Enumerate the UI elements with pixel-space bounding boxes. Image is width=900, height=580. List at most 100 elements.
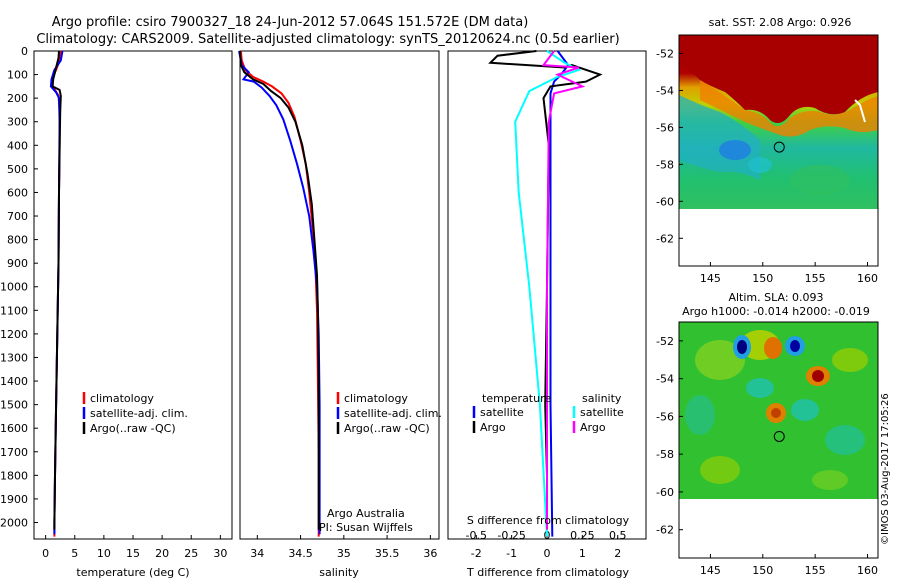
sla-map-title: Altim. SLA: 0.093 xyxy=(728,291,823,304)
series-line-argo-raw-qc- xyxy=(239,50,320,530)
temperature-panel: 0100200300400500600700800900100011001200… xyxy=(0,45,233,579)
salinity-x-label: salinity xyxy=(319,566,359,579)
map-x-tick-label: 150 xyxy=(752,272,773,285)
x2-tick-label: 0.25 xyxy=(570,529,595,542)
y-tick-label: 1400 xyxy=(0,375,28,388)
x2-tick-label: -0.25 xyxy=(497,529,525,542)
map-y-tick-label: -52 xyxy=(656,47,674,60)
map-y-tick-label: -58 xyxy=(656,448,674,461)
sst-map-title: sat. SST: 2.08 Argo: 0.926 xyxy=(709,16,852,29)
sst-map-ticks: 145 150 155 160 -52 -54 -56 -58 -60 -62 xyxy=(656,47,878,285)
legend-label-climatology: climatology xyxy=(90,392,154,405)
y-tick-label: 400 xyxy=(7,139,28,152)
y-tick-label: 600 xyxy=(7,186,28,199)
x-tick-label: 5 xyxy=(71,547,78,560)
y-tick-label: 300 xyxy=(7,116,28,129)
map-x-tick-label: 145 xyxy=(700,272,721,285)
salinity-panel: 34 34.5 35 35.5 36 salinity climatology sate… xyxy=(238,50,442,579)
map-y-tick-label: -54 xyxy=(656,84,674,97)
sla-map-box xyxy=(678,321,879,559)
y-tick-label: 1000 xyxy=(0,281,28,294)
sst-map: sat. SST: 2.08 Argo: 0.926 145 150 155 160 -… xyxy=(656,16,879,285)
series-line-satellite-adj-clim- xyxy=(238,50,321,535)
map-y-tick-label: -62 xyxy=(656,232,674,245)
map-y-tick-label: -52 xyxy=(656,335,674,348)
difference-s-label: S difference from climatology xyxy=(467,514,630,527)
y-tick-label: 1300 xyxy=(0,351,28,364)
map-x-tick-label: 155 xyxy=(805,564,826,577)
salinity-legend: climatology satellite-adj. clim. Argo(..… xyxy=(336,392,442,435)
sst-map-box xyxy=(678,34,879,267)
difference-x-ticks: -2 -1 0 1 2 xyxy=(471,535,621,560)
sst-map-nodata xyxy=(679,209,878,266)
annotation-argo-australia: Argo Australia xyxy=(327,507,405,520)
y-tick-label: 100 xyxy=(7,69,28,82)
legend-label-argo: Argo(..raw -QC) xyxy=(344,422,430,435)
x2-tick-label: 0.5 xyxy=(609,529,627,542)
difference-series xyxy=(488,50,603,537)
map-x-tick-label: 150 xyxy=(752,564,773,577)
map-y-tick-label: -62 xyxy=(656,524,674,537)
y-tick-label: 1700 xyxy=(0,446,28,459)
map-y-tick-label: -54 xyxy=(656,373,674,386)
temperature-series xyxy=(49,50,64,537)
y-tick-label: 700 xyxy=(7,210,28,223)
series-line-climatology xyxy=(239,50,320,537)
y-tick-label: 1900 xyxy=(0,493,28,506)
y-tick-label: 0 xyxy=(21,45,28,58)
series-line-salinity-argo xyxy=(541,50,586,530)
legend-label-t-argo: Argo xyxy=(480,421,506,434)
legend-label-s-satellite: satellite xyxy=(580,406,624,419)
difference-t-label: T difference from climatology xyxy=(466,566,629,579)
difference-panel: -2 -1 0 1 2 -0.5 -0.25 0 0.25 0.5 S difference f… xyxy=(447,50,647,579)
header-title-line2: Climatology: CARS2009. Satellite-adjuste… xyxy=(36,32,619,47)
sla-map-field xyxy=(679,322,878,499)
difference-legend-salinity: salinity satellite Argo xyxy=(572,392,624,434)
salinity-axes-box xyxy=(239,50,440,540)
y-tick-label: 1500 xyxy=(0,399,28,412)
legend-label-t-satellite: satellite xyxy=(480,406,524,419)
series-line-temperature-satellite xyxy=(549,50,570,537)
legend-label-satellite: satellite-adj. clim. xyxy=(90,407,188,420)
legend-title-salinity: salinity xyxy=(582,392,622,405)
y-tick-label: 1100 xyxy=(0,304,28,317)
series-line-argo-raw-qc- xyxy=(51,50,62,530)
x-tick-label: 25 xyxy=(184,547,198,560)
sla-map: Altim. SLA: 0.093 Argo h1000: -0.014 h20… xyxy=(656,291,879,577)
argo-position-marker xyxy=(773,141,785,153)
x-tick-label: 10 xyxy=(97,547,111,560)
header-title-line1: Argo profile: csiro 7900327_18 24-Jun-20… xyxy=(52,15,529,30)
x-tick-label: 35.5 xyxy=(375,547,400,560)
y-tick-label: 500 xyxy=(7,163,28,176)
y-tick-label: 1600 xyxy=(0,422,28,435)
temperature-y-ticks: 0 100 200 300 400 500 600 700 800 900 1000 1100 1200… xyxy=(0,45,38,529)
y-tick-label: 1200 xyxy=(0,328,28,341)
x-tick-label: 1 xyxy=(579,547,586,560)
map-x-tick-label: 145 xyxy=(700,564,721,577)
salinity-x-ticks: 34 34.5 35 35.5 36 xyxy=(250,535,437,560)
temperature-axes-box xyxy=(33,50,233,540)
legend-title-temperature: temperature xyxy=(482,392,551,405)
x-tick-label: 20 xyxy=(155,547,169,560)
sst-map-field xyxy=(679,35,878,209)
map-y-tick-label: -60 xyxy=(656,195,674,208)
x-tick-label: 15 xyxy=(126,547,140,560)
map-x-tick-label: 160 xyxy=(857,564,878,577)
legend-label-climatology: climatology xyxy=(344,392,408,405)
x2-tick-label: -0.5 xyxy=(466,529,487,542)
x-tick-label: -2 xyxy=(471,547,482,560)
y-tick-label: 200 xyxy=(7,92,28,105)
sla-map-ticks: 145 150 155 160 -52 -54 -56 -58 -60 -62 xyxy=(656,335,878,577)
x-tick-label: 2 xyxy=(614,547,621,560)
argo-position-marker xyxy=(773,430,785,442)
y-tick-label: 900 xyxy=(7,257,28,270)
x-tick-label: -1 xyxy=(506,547,517,560)
y-tick-label: 2000 xyxy=(0,516,28,529)
imos-stamp: ©IMOS 03-Aug-2017 17:05:26 xyxy=(880,393,891,545)
series-line-temperature-argo xyxy=(488,50,603,530)
map-y-tick-label: -60 xyxy=(656,486,674,499)
x-tick-label: 0 xyxy=(42,547,49,560)
map-y-tick-label: -58 xyxy=(656,158,674,171)
legend-label-s-argo: Argo xyxy=(580,421,606,434)
